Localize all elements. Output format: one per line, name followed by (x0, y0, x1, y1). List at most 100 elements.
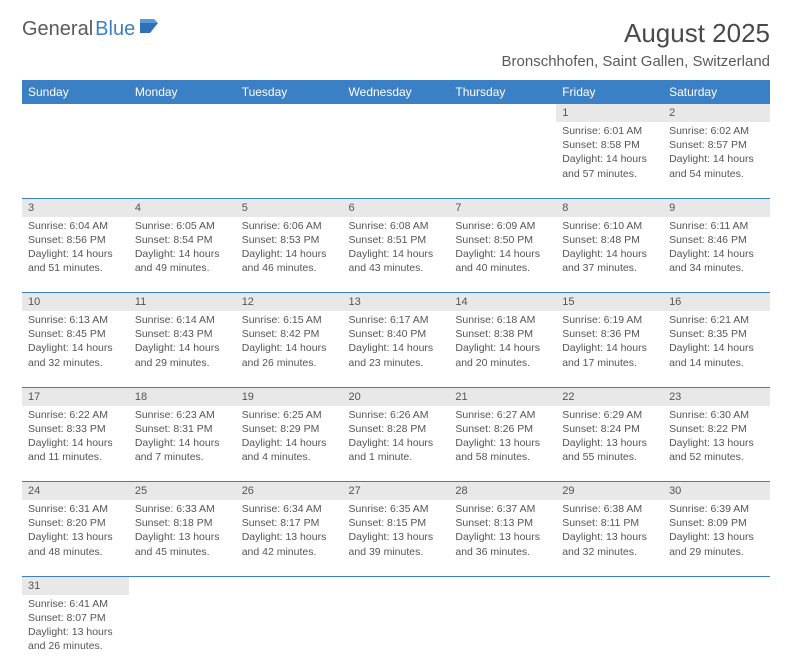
day-number: 6 (343, 198, 450, 217)
week-row: Sunrise: 6:22 AMSunset: 8:33 PMDaylight:… (22, 406, 770, 482)
sunset-text: Sunset: 8:28 PM (349, 422, 444, 436)
day-cell: Sunrise: 6:41 AMSunset: 8:07 PMDaylight:… (22, 595, 129, 671)
sunset-text: Sunset: 8:15 PM (349, 516, 444, 530)
day-number: 15 (556, 293, 663, 312)
day-cell: Sunrise: 6:27 AMSunset: 8:26 PMDaylight:… (449, 406, 556, 482)
day-cell (236, 595, 343, 671)
day-number: 27 (343, 482, 450, 501)
day-cell: Sunrise: 6:10 AMSunset: 8:48 PMDaylight:… (556, 217, 663, 293)
day-cell: Sunrise: 6:37 AMSunset: 8:13 PMDaylight:… (449, 500, 556, 576)
sunrise-text: Sunrise: 6:08 AM (349, 219, 444, 233)
day-number: 11 (129, 293, 236, 312)
daylight-text: Daylight: 14 hours and 43 minutes. (349, 247, 444, 275)
sunset-text: Sunset: 8:35 PM (669, 327, 764, 341)
week-row: Sunrise: 6:01 AMSunset: 8:58 PMDaylight:… (22, 122, 770, 198)
day-cell: Sunrise: 6:25 AMSunset: 8:29 PMDaylight:… (236, 406, 343, 482)
sunset-text: Sunset: 8:29 PM (242, 422, 337, 436)
sunset-text: Sunset: 8:11 PM (562, 516, 657, 530)
daylight-text: Daylight: 13 hours and 52 minutes. (669, 436, 764, 464)
day-cell: Sunrise: 6:26 AMSunset: 8:28 PMDaylight:… (343, 406, 450, 482)
day-cell: Sunrise: 6:08 AMSunset: 8:51 PMDaylight:… (343, 217, 450, 293)
sunset-text: Sunset: 8:07 PM (28, 611, 123, 625)
day-header: Wednesday (343, 80, 450, 104)
day-cell: Sunrise: 6:01 AMSunset: 8:58 PMDaylight:… (556, 122, 663, 198)
daylight-text: Daylight: 13 hours and 26 minutes. (28, 625, 123, 653)
week-row: Sunrise: 6:04 AMSunset: 8:56 PM Daylight:… (22, 217, 770, 293)
day-number: 22 (556, 387, 663, 406)
sunset-text: Sunset: 8:43 PM (135, 327, 230, 341)
day-cell: Sunrise: 6:21 AMSunset: 8:35 PMDaylight:… (663, 311, 770, 387)
day-cell: Sunrise: 6:06 AMSunset: 8:53 PMDaylight:… (236, 217, 343, 293)
day-number (343, 576, 450, 595)
day-cell: Sunrise: 6:35 AMSunset: 8:15 PMDaylight:… (343, 500, 450, 576)
day-number (663, 576, 770, 595)
day-number (449, 104, 556, 122)
day-number (556, 576, 663, 595)
day-number: 23 (663, 387, 770, 406)
sunset-text: Sunset: 8:36 PM (562, 327, 657, 341)
daynum-row: 10111213141516 (22, 293, 770, 312)
day-number: 5 (236, 198, 343, 217)
daylight-text: Daylight: 13 hours and 39 minutes. (349, 530, 444, 558)
sunrise-text: Sunrise: 6:09 AM (455, 219, 550, 233)
day-cell: Sunrise: 6:05 AMSunset: 8:54 PMDaylight:… (129, 217, 236, 293)
sunset-text: Sunset: 8:18 PM (135, 516, 230, 530)
sunrise-text: Sunrise: 6:05 AM (135, 219, 230, 233)
sunset-text: Sunset: 8:58 PM (562, 138, 657, 152)
sunset-text: Sunset: 8:48 PM (562, 233, 657, 247)
sunset-text: Sunset: 8:09 PM (669, 516, 764, 530)
daylight-text: Daylight: 13 hours and 32 minutes. (562, 530, 657, 558)
sunrise-text: Sunrise: 6:11 AM (669, 219, 764, 233)
day-cell: Sunrise: 6:09 AMSunset: 8:50 PMDaylight:… (449, 217, 556, 293)
day-number: 30 (663, 482, 770, 501)
sunset-text: Sunset: 8:22 PM (669, 422, 764, 436)
sunset-text: Sunset: 8:53 PM (242, 233, 337, 247)
day-cell (129, 122, 236, 198)
title-block: August 2025 Bronschhofen, Saint Gallen, … (502, 18, 770, 70)
sunrise-text: Sunrise: 6:39 AM (669, 502, 764, 516)
day-number: 8 (556, 198, 663, 217)
sunrise-text: Sunrise: 6:10 AM (562, 219, 657, 233)
sunrise-text: Sunrise: 6:25 AM (242, 408, 337, 422)
daylight-text: Daylight: 14 hours and 49 minutes. (135, 247, 230, 275)
sunset-text: Sunset: 8:56 PM (28, 233, 123, 247)
day-cell (556, 595, 663, 671)
daylight-text: Daylight: 13 hours and 36 minutes. (455, 530, 550, 558)
day-number: 3 (22, 198, 129, 217)
sunset-text: Sunset: 8:17 PM (242, 516, 337, 530)
sunset-text: Sunset: 8:31 PM (135, 422, 230, 436)
sunset-text: Sunset: 8:54 PM (135, 233, 230, 247)
day-number (343, 104, 450, 122)
daylight-text: Daylight: 14 hours and 1 minute. (349, 436, 444, 464)
day-number (236, 104, 343, 122)
sunrise-text: Sunrise: 6:33 AM (135, 502, 230, 516)
daylight-text: Daylight: 13 hours and 42 minutes. (242, 530, 337, 558)
sunset-text: Sunset: 8:33 PM (28, 422, 123, 436)
daylight-text: Daylight: 13 hours and 45 minutes. (135, 530, 230, 558)
day-cell (22, 122, 129, 198)
day-cell (663, 595, 770, 671)
sunrise-text: Sunrise: 6:04 AM (28, 219, 123, 233)
sunrise-text: Sunrise: 6:31 AM (28, 502, 123, 516)
day-cell: Sunrise: 6:14 AMSunset: 8:43 PMDaylight:… (129, 311, 236, 387)
day-header: Friday (556, 80, 663, 104)
daylight-text: Daylight: 14 hours and 34 minutes. (669, 247, 764, 275)
day-cell: Sunrise: 6:23 AMSunset: 8:31 PMDaylight:… (129, 406, 236, 482)
day-number: 10 (22, 293, 129, 312)
day-number: 18 (129, 387, 236, 406)
day-number (449, 576, 556, 595)
week-row: Sunrise: 6:31 AMSunset: 8:20 PMDaylight:… (22, 500, 770, 576)
sunrise-text: Sunrise: 6:26 AM (349, 408, 444, 422)
daylight-text: Daylight: 14 hours and 37 minutes. (562, 247, 657, 275)
day-cell: Sunrise: 6:18 AMSunset: 8:38 PMDaylight:… (449, 311, 556, 387)
day-cell: Sunrise: 6:38 AMSunset: 8:11 PMDaylight:… (556, 500, 663, 576)
sunrise-text: Sunrise: 6:15 AM (242, 313, 337, 327)
daynum-row: 3456789 (22, 198, 770, 217)
logo-text-a: General (22, 18, 93, 41)
day-cell: Sunrise: 6:33 AMSunset: 8:18 PMDaylight:… (129, 500, 236, 576)
daylight-text: Daylight: 14 hours and 7 minutes. (135, 436, 230, 464)
day-number: 14 (449, 293, 556, 312)
day-cell: Sunrise: 6:34 AMSunset: 8:17 PMDaylight:… (236, 500, 343, 576)
logo-text-b: Blue (95, 18, 135, 41)
daylight-text: Daylight: 14 hours and 11 minutes. (28, 436, 123, 464)
